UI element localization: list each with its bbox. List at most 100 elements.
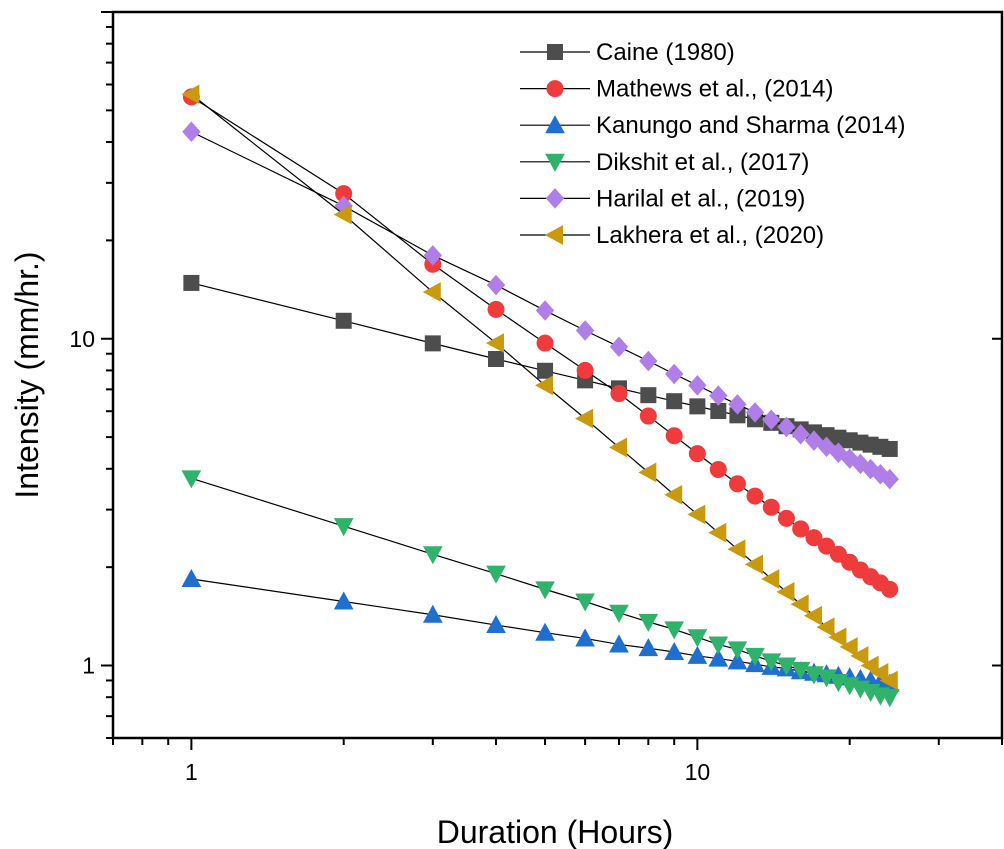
- legend-marker: [545, 188, 565, 209]
- data-point: [422, 282, 441, 302]
- data-point: [638, 613, 659, 632]
- data-point: [777, 416, 796, 438]
- data-point: [537, 362, 554, 379]
- data-point: [777, 509, 795, 527]
- series-5: [181, 84, 898, 691]
- axes: [101, 10, 1004, 750]
- data-point: [881, 440, 898, 457]
- data-point: [665, 427, 683, 445]
- legend-label: Mathews et al., (2014): [596, 76, 833, 103]
- data-point: [575, 628, 595, 647]
- data-point: [639, 350, 658, 372]
- x-axis-title: Duration (Hours): [437, 814, 674, 849]
- data-point: [609, 336, 629, 358]
- data-point: [762, 409, 781, 431]
- data-point: [576, 361, 594, 379]
- legend-label: Caine (1980): [596, 39, 735, 66]
- data-point: [727, 539, 746, 560]
- data-point: [487, 300, 505, 318]
- data-point: [665, 363, 684, 385]
- y-axis-title: Intensity (mm/hr.): [9, 251, 45, 498]
- data-point: [727, 651, 748, 670]
- data-point: [744, 554, 764, 575]
- legend-marker: [547, 44, 563, 60]
- data-point: [761, 569, 780, 589]
- legend-entry: Dikshit et al., (2017): [520, 149, 809, 176]
- legend-label: Harilal et al., (2019): [596, 185, 805, 212]
- data-point: [181, 470, 202, 489]
- data-point: [575, 593, 595, 612]
- series-3: [181, 470, 900, 708]
- data-point: [575, 408, 594, 429]
- data-point: [486, 565, 506, 584]
- data-point: [879, 689, 900, 708]
- data-point: [870, 662, 889, 683]
- series-4: [182, 121, 899, 490]
- data-point: [182, 121, 201, 143]
- data-point: [640, 387, 657, 404]
- data-point: [708, 648, 729, 667]
- data-point: [776, 582, 795, 602]
- data-point: [687, 629, 708, 648]
- y-tick-label: 1: [82, 653, 95, 679]
- data-point: [850, 646, 869, 666]
- data-point: [664, 641, 685, 660]
- data-point: [664, 621, 685, 640]
- legend-label: Dikshit et al., (2017): [596, 149, 809, 176]
- data-point: [333, 518, 354, 537]
- data-point: [664, 484, 683, 505]
- data-point: [335, 312, 352, 329]
- data-point: [728, 475, 746, 493]
- data-point: [708, 636, 729, 655]
- data-point: [709, 460, 727, 478]
- data-point: [535, 375, 554, 396]
- data-point: [423, 245, 442, 266]
- legend: Caine (1980) Mathews et al., (2014) Kanung…: [520, 39, 906, 249]
- data-point: [422, 604, 443, 623]
- data-point: [728, 394, 747, 415]
- data-point: [181, 568, 202, 587]
- data-point: [486, 274, 506, 296]
- data-point: [536, 334, 554, 352]
- data-point: [424, 335, 441, 352]
- legend-entry: Kanungo and Sharma (2014): [520, 112, 906, 139]
- data-point: [727, 641, 748, 660]
- legend-label: Lakhera et al., (2020): [596, 222, 824, 249]
- x-tick-label: 1: [185, 759, 198, 785]
- data-point: [708, 522, 727, 543]
- legend-marker: [544, 225, 563, 245]
- legend-entry: Lakhera et al., (2020): [520, 222, 824, 249]
- data-point: [488, 351, 505, 368]
- data-point: [776, 657, 797, 676]
- data-point: [535, 300, 555, 321]
- data-point: [535, 581, 555, 600]
- data-point: [609, 634, 629, 653]
- data-point: [828, 627, 847, 648]
- data-point: [745, 402, 765, 423]
- legend-marker: [546, 80, 564, 98]
- data-point: [535, 622, 555, 641]
- x-tick-label: 10: [685, 759, 711, 785]
- data-point: [816, 617, 835, 638]
- data-point: [638, 638, 659, 657]
- legend-entry: Harilal et al., (2019): [520, 185, 805, 212]
- data-point: [880, 468, 899, 490]
- data-point: [762, 498, 780, 516]
- data-point: [687, 504, 706, 525]
- data-point: [688, 445, 706, 463]
- data-point: [745, 647, 765, 666]
- legend-entry: Mathews et al., (2014): [520, 76, 833, 103]
- data-point: [183, 274, 200, 291]
- data-point: [181, 84, 200, 105]
- data-point: [791, 424, 810, 445]
- legend-label: Kanungo and Sharma (2014): [596, 112, 906, 139]
- legend-marker: [545, 115, 565, 134]
- data-point: [761, 653, 782, 672]
- tick-labels: 1 10 1 10: [69, 326, 710, 785]
- data-point: [688, 375, 707, 396]
- data-point: [666, 393, 683, 410]
- data-point: [879, 670, 898, 691]
- data-point: [687, 645, 708, 664]
- data-point: [792, 520, 810, 538]
- data-point: [803, 605, 822, 626]
